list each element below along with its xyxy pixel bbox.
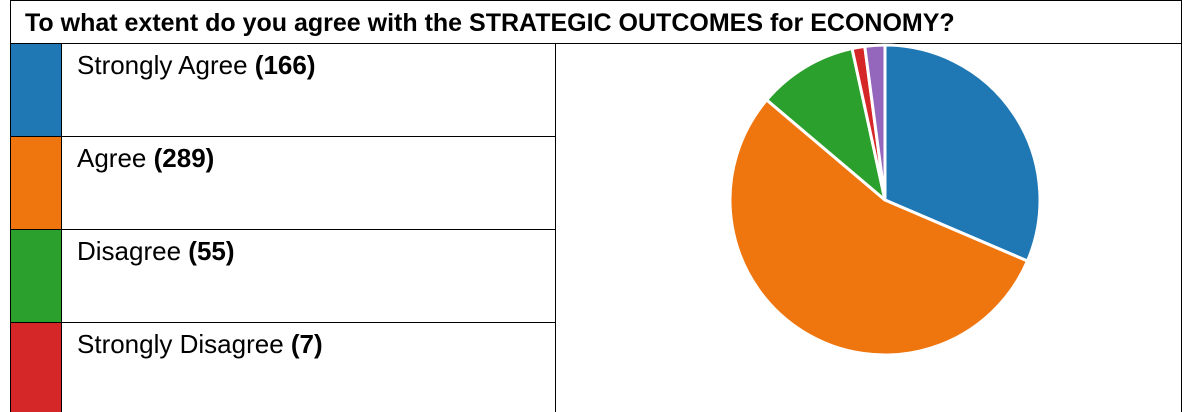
pie-cell [555,44,1182,412]
category-count: (7) [290,329,323,359]
category-count: (289) [153,143,215,173]
color-swatch [10,323,62,412]
color-swatch [10,230,62,323]
category-name: Strongly Disagree [77,329,284,359]
pie-slice [765,47,887,202]
category-name: Disagree [77,236,182,266]
legend-label: Agree (289) [61,137,556,230]
category-name: Agree [77,143,147,173]
category-count: (166) [254,50,316,80]
category-name: Strongly Agree [77,50,248,80]
title: To what extent do you agree with the STR… [10,0,1182,44]
color-swatch [10,137,62,230]
legend-label: Strongly Agree (166) [61,44,556,137]
pie-slice [728,98,1029,357]
pie-slice [863,43,887,202]
category-count: (55) [188,236,235,266]
pie-slice [883,43,1042,263]
color-swatch [10,44,62,137]
legend-label: Strongly Disagree (7) [61,323,556,412]
